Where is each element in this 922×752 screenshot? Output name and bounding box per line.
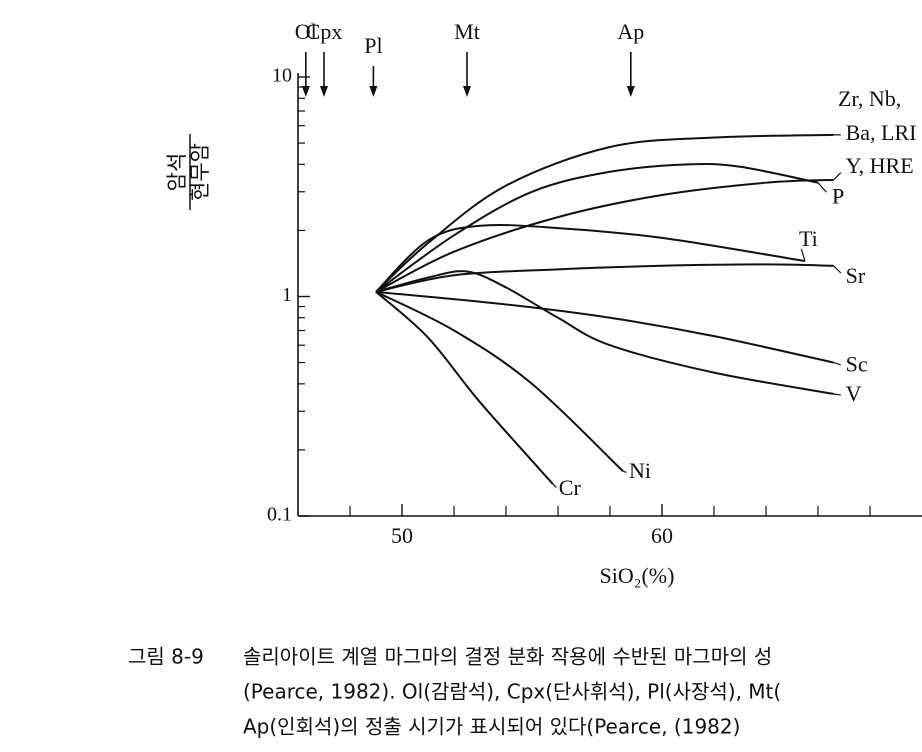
y-tick-label: 10 [272, 65, 292, 87]
series-label: Y, HRE [846, 153, 914, 178]
arrow-head [369, 86, 378, 97]
label-leader [833, 265, 842, 274]
series-label: Sc [846, 352, 868, 377]
label-leader [552, 483, 557, 488]
curve [375, 291, 554, 485]
curve [375, 270, 834, 395]
caption-line: 솔리아이트 계열 마그마의 결정 분화 작용에 수반된 마그마의 성 [243, 645, 772, 669]
series-label: Ti [799, 226, 818, 251]
series-label: Cr [559, 475, 582, 500]
y-label-numerator: 암석 [165, 153, 189, 192]
caption-line: (Pearce, 1982). Ol(감람석), Cpx(단사휘석), Pl(사… [243, 680, 781, 704]
mineral-label: Cpx [306, 19, 343, 44]
curve [375, 178, 834, 293]
curve [375, 133, 834, 293]
curve [375, 223, 806, 293]
arrow-head [301, 86, 310, 97]
x-tick-label: 50 [391, 523, 413, 548]
y-tick-label: 1 [282, 284, 292, 306]
label-leader [833, 393, 841, 396]
x-axis-label: SiO₂(%) [600, 563, 675, 588]
arrow-head [320, 86, 328, 97]
label-leader [817, 182, 827, 193]
mineral-label: Pl [364, 33, 382, 58]
mineral-label: Ap [617, 19, 644, 44]
annotation: Zr, Nb, [838, 86, 901, 111]
label-leader [833, 172, 842, 181]
mineral-label: Ol [295, 19, 317, 44]
mineral-label: Mt [454, 19, 480, 44]
series-label: Sr [846, 263, 866, 288]
curve [375, 290, 834, 364]
label-leader [833, 362, 841, 366]
arrow-head [463, 86, 471, 97]
y-tick-label: 0.1 [267, 504, 292, 526]
curve [375, 263, 834, 293]
x-tick-label: 60 [651, 523, 673, 548]
arrow-head [626, 86, 635, 97]
caption-line: Ap(인회석)의 정출 시기가 표시되어 있다(Pearce, (1982) [243, 715, 740, 739]
caption-number: 그림 8-9 [128, 645, 204, 669]
curve [375, 290, 624, 472]
y-label-denominator: 현무암 [188, 143, 212, 201]
y-axis-label: 암석 현무암 [165, 134, 212, 210]
curve [375, 162, 819, 293]
series-label: Ba, LRI [846, 120, 917, 145]
label-leader [800, 248, 806, 262]
series-label: Ni [629, 458, 651, 483]
label-leader [622, 470, 627, 473]
series-label: P [832, 184, 844, 209]
series-label: V [846, 381, 862, 406]
